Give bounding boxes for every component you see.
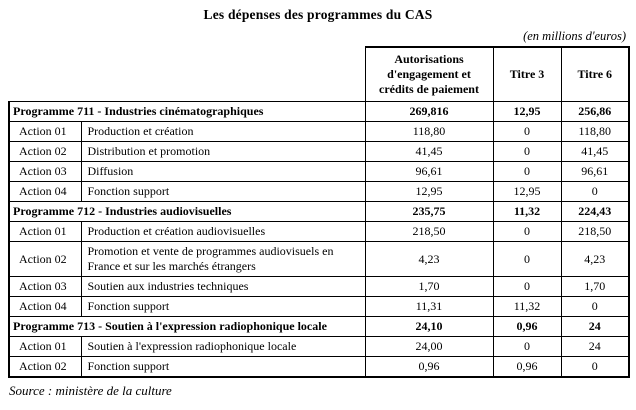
action-code: Action 01: [8, 336, 82, 357]
action-code: Action 03: [8, 276, 82, 297]
expenses-table: Autorisations d'engagement et crédits de…: [8, 46, 630, 378]
value-ae-cp: 4,23: [364, 241, 494, 277]
value-titre3: 0: [492, 121, 562, 142]
action-label: Soutien aux industries techniques: [80, 276, 366, 297]
action-label: Fonction support: [80, 181, 366, 202]
program-label: Programme 711 - Industries cinématograph…: [8, 101, 366, 122]
table-row-action: Action 04 Fonction support 12,95 12,95 0: [8, 181, 630, 202]
value-ae-cp: 1,70: [364, 276, 494, 297]
value-titre3: 11,32: [492, 296, 562, 317]
value-titre3: 11,32: [492, 201, 562, 222]
value-titre3: 12,95: [492, 181, 562, 202]
program-label: Programme 713 - Soutien à l'expression r…: [8, 316, 366, 337]
unit-note: (en millions d'euros): [523, 29, 626, 43]
table-row-action: Action 02 Distribution et promotion 41,4…: [8, 141, 630, 162]
value-titre3: 0: [492, 241, 562, 277]
value-titre3: 0: [492, 221, 562, 242]
value-titre3: 0,96: [492, 356, 562, 378]
value-titre3: 0: [492, 276, 562, 297]
action-code: Action 02: [8, 356, 82, 378]
action-code: Action 02: [8, 141, 82, 162]
action-code: Action 03: [8, 161, 82, 182]
value-titre6: 0: [560, 356, 630, 378]
action-label: Production et création audiovisuelles: [80, 221, 366, 242]
value-titre3: 0: [492, 161, 562, 182]
value-ae-cp: 0,96: [364, 356, 494, 378]
value-titre6: 24: [560, 316, 630, 337]
action-label: Promotion et vente de programmes audiovi…: [80, 241, 366, 277]
document-page: Les dépenses des programmes du CAS (en m…: [8, 7, 630, 398]
value-titre6: 118,80: [560, 121, 630, 142]
table-row-program: Programme 713 - Soutien à l'expression r…: [8, 316, 630, 337]
action-code: Action 01: [8, 121, 82, 142]
value-ae-cp: 118,80: [364, 121, 494, 142]
value-ae-cp: 24,10: [364, 316, 494, 337]
table-row-action: Action 03 Diffusion 96,61 0 96,61: [8, 161, 630, 182]
action-label: Soutien à l'expression radiophonique loc…: [80, 336, 366, 357]
value-ae-cp: 11,31: [364, 296, 494, 317]
value-titre6: 0: [560, 296, 630, 317]
value-titre6: 41,45: [560, 141, 630, 162]
table-row-action: Action 04 Fonction support 11,31 11,32 0: [8, 296, 630, 317]
action-code: Action 04: [8, 296, 82, 317]
action-label: Distribution et promotion: [80, 141, 366, 162]
table-row-program: Programme 711 - Industries cinématograph…: [8, 101, 630, 122]
table-row-action: Action 01 Production et création audiovi…: [8, 221, 630, 242]
header-ae-cp: Autorisations d'engagement et crédits de…: [364, 46, 494, 102]
value-ae-cp: 269,816: [364, 101, 494, 122]
value-ae-cp: 235,75: [364, 201, 494, 222]
value-titre6: 256,86: [560, 101, 630, 122]
value-titre3: 0: [492, 336, 562, 357]
action-code: Action 01: [8, 221, 82, 242]
table-header-row: Autorisations d'engagement et crédits de…: [9, 46, 630, 102]
table-row-action: Action 02 Fonction support 0,96 0,96 0: [8, 356, 630, 378]
value-titre3: 0: [492, 141, 562, 162]
value-ae-cp: 218,50: [364, 221, 494, 242]
page-title: Les dépenses des programmes du CAS: [203, 7, 433, 22]
value-titre6: 4,23: [560, 241, 630, 277]
table-row-action: Action 03 Soutien aux industries techniq…: [8, 276, 630, 297]
header-titre6: Titre 6: [560, 46, 630, 102]
action-label: Fonction support: [80, 296, 366, 317]
value-titre6: 218,50: [560, 221, 630, 242]
value-ae-cp: 96,61: [364, 161, 494, 182]
action-code: Action 04: [8, 181, 82, 202]
value-titre6: 224,43: [560, 201, 630, 222]
table-corner-empty: [9, 47, 365, 102]
table-row-program: Programme 712 - Industries audiovisuelle…: [8, 201, 630, 222]
value-titre6: 96,61: [560, 161, 630, 182]
value-titre3: 0,96: [492, 316, 562, 337]
value-titre6: 24: [560, 336, 630, 357]
value-ae-cp: 24,00: [364, 336, 494, 357]
source-note: Source : ministère de la culture: [9, 383, 172, 398]
value-ae-cp: 12,95: [364, 181, 494, 202]
value-titre6: 1,70: [560, 276, 630, 297]
value-titre3: 12,95: [492, 101, 562, 122]
header-titre3: Titre 3: [492, 46, 562, 102]
table-row-action: Action 01 Production et création 118,80 …: [8, 121, 630, 142]
table-row-action: Action 02 Promotion et vente de programm…: [8, 241, 630, 277]
action-label: Fonction support: [80, 356, 366, 378]
value-ae-cp: 41,45: [364, 141, 494, 162]
table-row-action: Action 01 Soutien à l'expression radioph…: [8, 336, 630, 357]
action-label: Diffusion: [80, 161, 366, 182]
program-label: Programme 712 - Industries audiovisuelle…: [8, 201, 366, 222]
action-code: Action 02: [8, 241, 82, 277]
value-titre6: 0: [560, 181, 630, 202]
action-label: Production et création: [80, 121, 366, 142]
